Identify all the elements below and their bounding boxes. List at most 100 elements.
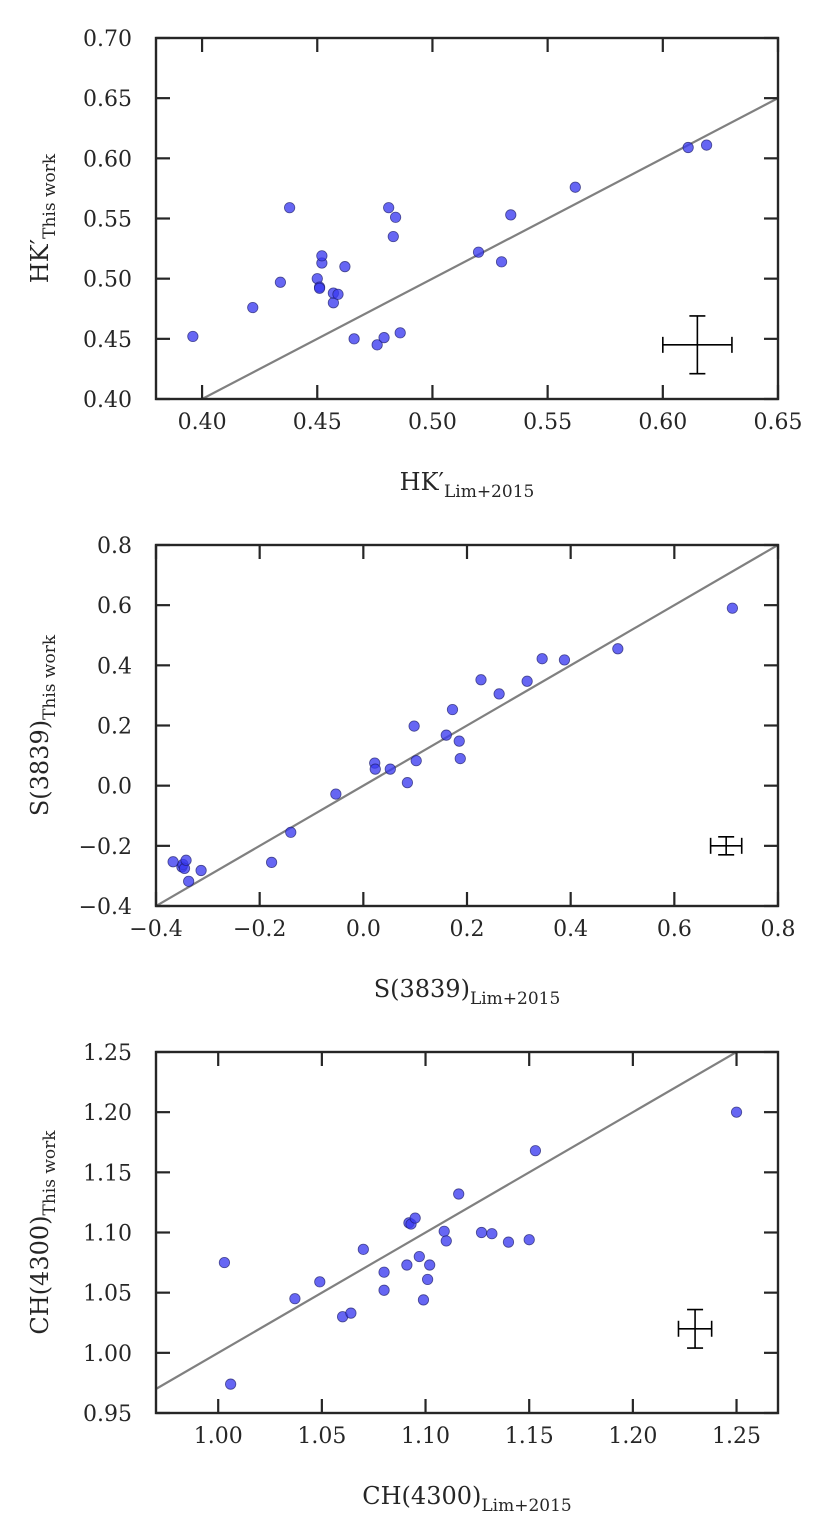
x-tick-label: 0.60: [638, 410, 687, 435]
data-point: [453, 735, 465, 747]
data-point: [187, 330, 199, 343]
data-point: [558, 654, 571, 666]
x-tick-label: 1.25: [712, 1424, 761, 1449]
data-point: [348, 333, 360, 345]
error-bar: [709, 836, 743, 856]
x-tick-label: 0.40: [178, 410, 227, 435]
data-point: [569, 181, 581, 193]
data-point: [440, 729, 452, 741]
x-tick-label: 1.00: [194, 1424, 243, 1449]
data-point: [440, 1235, 452, 1247]
y-tick-label: 1.10: [83, 1222, 132, 1247]
y-tick-label: 1.00: [83, 1342, 132, 1367]
y-tick-label: 0.4: [97, 654, 132, 679]
data-point: [486, 1228, 498, 1240]
y-tick-label: 0.50: [83, 268, 132, 293]
y-tick-label: −0.4: [79, 895, 132, 920]
data-point: [682, 141, 694, 154]
x-tick-label: 0.4: [553, 917, 588, 942]
y-tick-label: 0.8: [97, 534, 132, 559]
x-tick-label: 0.0: [346, 917, 381, 942]
x-axis-label-sub: Lim+2015: [470, 989, 560, 1009]
y-tick-label: 0.0: [97, 775, 132, 800]
data-point: [422, 1273, 434, 1286]
data-point: [505, 209, 517, 221]
data-point: [424, 1259, 436, 1271]
data-point: [225, 1378, 237, 1390]
scatter-panel-3: 1.00 1.05 1.10 1.15 1.20 1.25 0.95 1.00 1.05 1.10…: [26, 1041, 780, 1516]
x-axis-label: CH(4300)Lim+2015: [362, 1482, 571, 1516]
data-point: [345, 1307, 357, 1319]
data-point: [413, 1250, 425, 1263]
data-point: [289, 1293, 301, 1305]
x-axis-label-sub: Lim+2015: [481, 1496, 571, 1516]
y-axis-label-sub: This work: [40, 153, 60, 239]
data-point: [409, 1212, 421, 1224]
data-point: [730, 1106, 743, 1118]
y-axis-label-main: CH(4300): [26, 1215, 54, 1334]
data-point: [314, 1276, 326, 1288]
data-point: [378, 1284, 390, 1296]
y-axis-label: S(3839)This work: [26, 634, 60, 816]
data-point: [408, 720, 420, 732]
x-axis-label-main: CH(4300): [362, 1482, 481, 1510]
y-axis-label: CH(4300)This work: [26, 1130, 60, 1335]
one-to-one-line: [199, 96, 778, 399]
data-point: [438, 1225, 450, 1237]
error-bar: [677, 1308, 713, 1349]
y-tick-label: 0.2: [97, 715, 132, 740]
data-point: [454, 752, 466, 765]
data-point: [726, 602, 738, 614]
data-point: [536, 653, 548, 665]
y-tick-label: 0.60: [83, 147, 132, 172]
data-point: [285, 826, 297, 838]
one-to-one-line: [156, 545, 778, 906]
x-axis-label: HK′Lim+2015: [400, 468, 535, 502]
data-point: [612, 643, 624, 655]
x-tick-label: 0.6: [657, 917, 692, 942]
data-point: [410, 755, 422, 767]
data-point: [394, 327, 406, 339]
data-point: [284, 202, 296, 214]
data-point: [383, 202, 395, 214]
y-tick-label: 0.95: [83, 1402, 132, 1427]
y-axis-label-main: HK′: [26, 239, 54, 283]
x-axis-label: S(3839)Lim+2015: [374, 975, 561, 1009]
data-point: [274, 276, 286, 288]
data-point: [700, 139, 713, 151]
data-point: [472, 246, 485, 258]
y-tick-label: 0.70: [83, 27, 132, 52]
data-point: [389, 211, 402, 223]
data-point: [180, 854, 192, 866]
data-point: [475, 1226, 488, 1239]
data-point: [401, 777, 413, 789]
data-point: [493, 688, 505, 700]
data-point: [332, 288, 344, 300]
x-tick-label: 0.50: [408, 410, 457, 435]
x-tick-label: 0.55: [523, 410, 572, 435]
scatter-panel-1: 0.40 0.45 0.50 0.55 0.60 0.65 0.40 0.45 0.50 0.55…: [26, 27, 803, 502]
error-bar: [662, 315, 733, 375]
x-axis-label-sub: Lim+2015: [444, 482, 534, 502]
x-tick-label: 1.05: [297, 1424, 346, 1449]
data-point: [357, 1243, 369, 1255]
y-tick-label: 0.40: [83, 388, 132, 413]
data-point: [401, 1259, 413, 1271]
y-tick-label: 0.6: [97, 594, 132, 619]
axes-frame: [154, 1050, 780, 1415]
data-point: [453, 1188, 465, 1200]
x-tick-label: 0.65: [754, 410, 803, 435]
data-point: [339, 261, 351, 273]
one-to-one-line: [156, 1052, 739, 1391]
y-tick-label: 1.15: [83, 1161, 132, 1186]
data-point: [378, 332, 390, 344]
x-tick-label: −0.2: [233, 917, 286, 942]
y-tick-label: 0.65: [83, 87, 132, 112]
x-tick-label: 0.2: [450, 917, 485, 942]
x-tick-label: 0.45: [293, 410, 342, 435]
data-point: [247, 301, 259, 314]
y-tick-label: 0.45: [83, 328, 132, 353]
y-tick-label: 1.05: [83, 1282, 132, 1307]
x-tick-label: 1.20: [608, 1424, 657, 1449]
